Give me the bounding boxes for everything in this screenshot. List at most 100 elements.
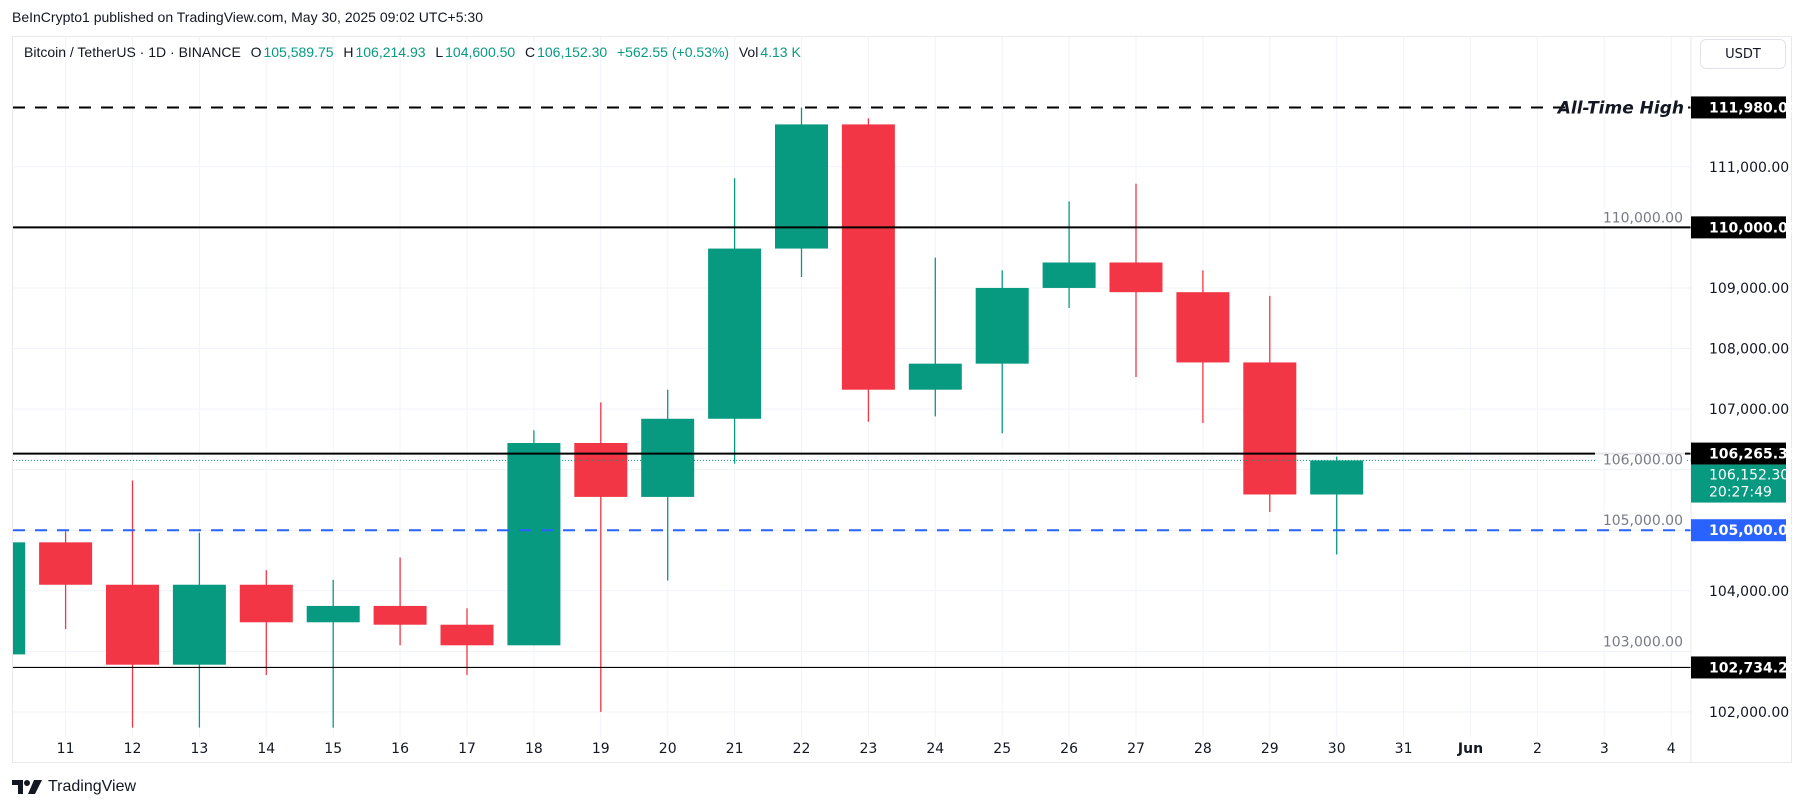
currency-button[interactable]: USDT [1700, 39, 1786, 69]
close-label: C [524, 44, 536, 60]
last-price-label: 106,152.30 [1709, 468, 1789, 484]
candle-body [507, 442, 561, 646]
candle-body [708, 248, 762, 419]
price-tick-label: 106,000.00 [1603, 453, 1683, 469]
price-tick-label: 104,000.00 [1709, 584, 1789, 600]
candle [908, 257, 962, 417]
candle-body [373, 605, 427, 625]
candle [1109, 183, 1163, 377]
candle [172, 532, 226, 728]
candle [708, 178, 762, 464]
low-label: L [435, 44, 444, 60]
price-tick-label: 105,000.00 [1603, 513, 1683, 529]
date-tick-label: 31 [1395, 741, 1413, 757]
date-tick-label: 20 [659, 741, 677, 757]
close-value: 106,152.30 [537, 44, 608, 60]
last-price-badge [1691, 464, 1786, 503]
candle-body [13, 542, 26, 655]
published-caption: BeInCrypto1 published on TradingView.com… [12, 9, 483, 25]
date-tick-label: 16 [391, 741, 409, 757]
level-note-bg [1566, 97, 1688, 118]
candle [1243, 295, 1297, 513]
date-tick-label: 28 [1194, 741, 1212, 757]
date-tick-label: 30 [1328, 741, 1346, 757]
date-tick-label: Jun [1457, 741, 1483, 757]
candle-body [39, 542, 93, 585]
candle-body [172, 584, 226, 665]
symbol-title[interactable]: Bitcoin / TetherUS · 1D · BINANCE [24, 44, 241, 60]
open-value: 105,589.75 [263, 44, 334, 60]
candle [1176, 270, 1230, 424]
candle-body [641, 418, 695, 497]
low-value: 104,600.50 [445, 44, 516, 60]
candle [39, 531, 93, 629]
date-tick-label: 23 [859, 741, 877, 757]
price-tick-label: 102,000.00 [1709, 705, 1789, 721]
date-tick-label: 14 [257, 741, 275, 757]
ohlc-legend: Bitcoin / TetherUS · 1D · BINANCE O 105,5… [24, 44, 803, 60]
candle [373, 557, 427, 646]
price-tick-label: 108,000.00 [1709, 342, 1789, 358]
open-label: O [250, 44, 262, 60]
candle-body [239, 584, 293, 623]
chart-panel[interactable] [12, 36, 1792, 763]
candle-body [1109, 262, 1163, 293]
date-tick-label: 4 [1667, 741, 1676, 757]
date-tick-label: 11 [57, 741, 75, 757]
candle-body [1243, 362, 1297, 495]
date-tick-label: 15 [324, 741, 342, 757]
candle-body [841, 124, 895, 390]
candle [507, 430, 561, 646]
price-tick-label-bg [1595, 511, 1685, 529]
price-tick-label: 111,000.00 [1709, 160, 1789, 176]
candle [239, 570, 293, 675]
countdown-label: 20:27:49 [1709, 485, 1772, 501]
price-level-badge-label: 110,000.00 [1709, 220, 1798, 236]
candle [13, 542, 26, 655]
price-tick-label: 103,000.00 [1603, 634, 1683, 650]
candle [841, 118, 895, 422]
candle-body [1176, 292, 1230, 363]
candle [1042, 201, 1096, 308]
date-tick-label: 12 [124, 741, 142, 757]
tradingview-brand: TradingView [48, 778, 137, 795]
candle [574, 402, 628, 712]
price-tick-label: 109,000.00 [1709, 281, 1789, 297]
date-tick-label: 26 [1060, 741, 1078, 757]
price-level-badge [1691, 656, 1786, 679]
candle-body [306, 605, 360, 623]
price-level-badge [1691, 519, 1786, 542]
date-tick-label: 13 [190, 741, 208, 757]
candle [1310, 456, 1364, 555]
price-tick-label: 110,000.00 [1603, 210, 1683, 226]
date-tick-label: 24 [926, 741, 944, 757]
high-value: 106,214.93 [355, 44, 426, 60]
volume-value: 4.13 K [760, 44, 801, 60]
candle [306, 579, 360, 728]
candle [440, 608, 494, 675]
price-tick-label-bg [1595, 632, 1685, 650]
candle-body [908, 363, 962, 390]
date-tick-label: 21 [726, 741, 744, 757]
price-level-badge-label: 102,734.23 [1709, 660, 1798, 676]
price-level-badge [1691, 216, 1786, 239]
price-level-badge-label: 111,980.00 [1709, 100, 1798, 116]
date-tick-label: 29 [1261, 741, 1279, 757]
candle-body [440, 624, 494, 646]
all-time-high-label: All-Time High [1556, 98, 1684, 118]
price-level-badge [1691, 442, 1786, 465]
price-level-badge-label: 105,000.00 [1709, 523, 1798, 539]
change-value: +562.55 (+0.53%) [616, 44, 730, 60]
volume-label: Vol [738, 44, 759, 60]
candle [975, 270, 1029, 434]
candle-body [1310, 460, 1364, 495]
tradingview-logo[interactable]: TradingView [12, 778, 136, 796]
date-tick-label: 17 [458, 741, 476, 757]
date-tick-label: 27 [1127, 741, 1145, 757]
candle-body [975, 287, 1029, 364]
date-tick-label: 2 [1533, 741, 1542, 757]
candle [775, 107, 828, 278]
high-label: H [343, 44, 354, 60]
plot-area: All-Time High [13, 37, 1691, 737]
